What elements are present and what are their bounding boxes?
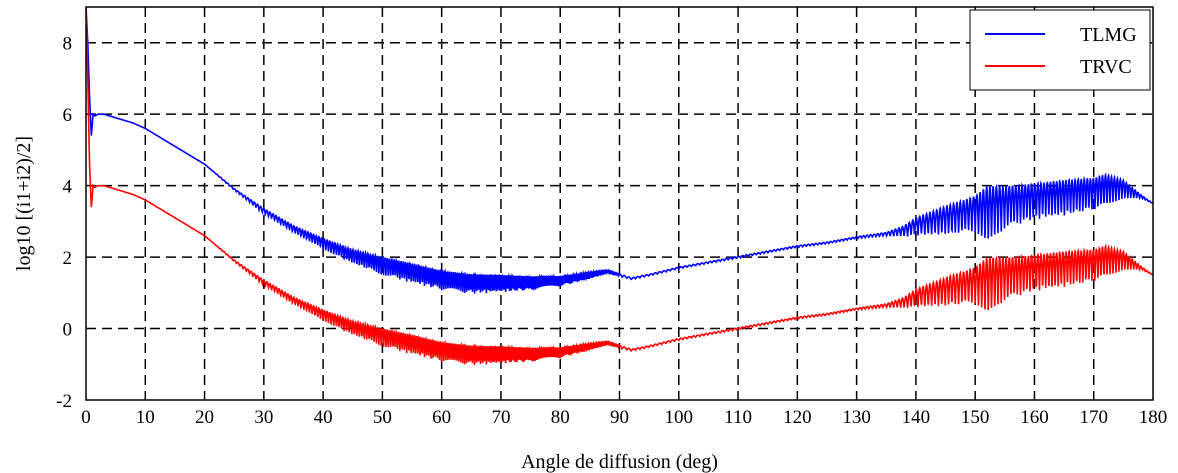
y-axis-title: log10 [(i1+i2)/2] [13,136,35,271]
x-tick-label: 70 [491,407,510,428]
x-tick-label: 140 [902,407,931,428]
x-tick-label: 120 [783,407,812,428]
y-axis: -2 0 2 4 6 8 [56,34,72,412]
x-tick-label: 110 [724,407,752,428]
legend-label-trvc: TRVC [1080,56,1132,78]
series-layer [86,7,1153,366]
x-tick-label: 160 [1020,407,1049,428]
series-line-trvc [86,7,1153,366]
x-tick-label: 20 [195,407,214,428]
legend-label-tlmg: TLMG [1080,24,1137,46]
y-tick-label: -2 [56,391,72,412]
x-tick-label: 50 [373,407,392,428]
series-line-tlmg [86,7,1153,294]
x-tick-label: 150 [961,407,990,428]
legend: TLMG TRVC [969,9,1151,91]
x-tick-label: 90 [610,407,629,428]
x-tick-label: 180 [1139,407,1168,428]
x-axis-title: Angle de diffusion (deg) [521,451,718,473]
x-tick-label: 80 [551,407,570,428]
y-tick-label: 4 [63,177,73,198]
plot-frame [85,6,1154,401]
x-tick-label: 60 [432,407,451,428]
x-tick-label: 30 [254,407,273,428]
y-tick-label: 8 [63,34,73,55]
x-tick-label: 40 [314,407,333,428]
x-tick-label: 0 [81,407,91,428]
x-tick-label: 100 [665,407,694,428]
x-axis: 0 10 20 30 40 50 60 70 80 90 100 110 120 130 140 150 160… [81,407,1167,428]
y-tick-label: 6 [63,105,73,126]
y-tick-label: 0 [63,320,73,341]
x-tick-label: 130 [842,407,871,428]
legend-box [969,9,1151,91]
x-tick-label: 170 [1079,407,1108,428]
y-tick-label: 2 [63,248,73,269]
x-tick-label: 10 [136,407,155,428]
grid-lines [86,7,1153,400]
